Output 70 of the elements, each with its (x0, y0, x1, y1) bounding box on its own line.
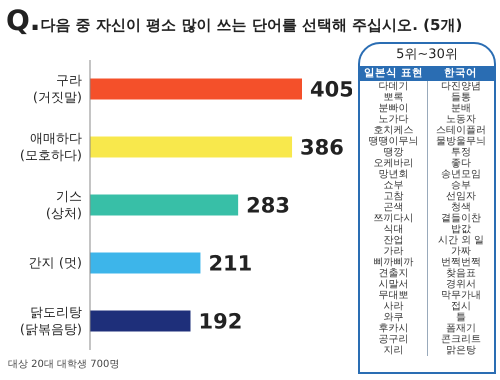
text: 다데기 (378, 81, 410, 92)
text: 뽀록 (382, 92, 404, 103)
bar (90, 194, 238, 216)
bar (90, 78, 302, 100)
text: 호치케스 (372, 125, 414, 136)
text: 청색 (427, 202, 494, 213)
text: 승부 (427, 180, 494, 191)
text: 노동자 (427, 114, 494, 125)
text: 땡깡 (382, 147, 404, 158)
text: 가짜 (427, 246, 494, 257)
text: 후카시 (378, 323, 410, 334)
data-label: 283 (246, 194, 290, 218)
text: 삐까삐까 (372, 257, 414, 268)
text: 식대 (382, 224, 404, 235)
text: 막무가내 (427, 290, 494, 301)
text: 노가다 (378, 114, 410, 125)
text: 번쩍번쩍 (427, 257, 494, 268)
text: 폼재기 (427, 323, 494, 334)
bar (90, 252, 200, 274)
text: 오케바리 (372, 158, 414, 169)
text: 맑은탕 (427, 345, 494, 356)
bar (90, 310, 191, 332)
text: 밥값 (427, 224, 494, 235)
text: 투정 (427, 147, 494, 158)
text: 견출지 (378, 268, 410, 279)
text: 땡땡이무늬 (368, 136, 420, 147)
text: 시간 외 일 (427, 235, 494, 246)
data-label: 386 (300, 136, 344, 160)
text: 쯔끼다시 (372, 213, 414, 224)
data-label: 211 (208, 252, 252, 276)
data-label: 192 (198, 310, 242, 334)
text: 잔업 (382, 235, 404, 246)
text: 지리 (382, 345, 404, 356)
text: 물방울무늬 (427, 136, 494, 147)
data-label: 405 (310, 78, 354, 102)
text: 선임자 (427, 191, 494, 202)
text: 와쿠 (382, 312, 404, 323)
text: 송년모임 (427, 169, 494, 180)
text: 좋다 (427, 158, 494, 169)
text: 가라 (382, 246, 404, 257)
text: 쇼부 (382, 180, 404, 191)
chart-title: Q.다음 중 자신이 평소 많이 쓰는 단어를 선택해 주십시오. (5개) (6, 4, 462, 37)
text: 고참 (382, 191, 404, 202)
text: 시말서 (378, 279, 410, 290)
category-label: 일본식 표현 (363, 66, 424, 81)
text: 곁들이찬 (427, 213, 494, 224)
text: 다진양념 (427, 81, 494, 92)
text: 곤색 (382, 202, 404, 213)
text: 분빠이 (378, 103, 410, 114)
text: 스테이플러 (427, 125, 494, 136)
text: 망년회 (378, 169, 410, 180)
text: 틀 (427, 312, 494, 323)
text: 5위~30위 (395, 46, 459, 64)
text: 들통 (427, 92, 494, 103)
y-tick-label: 구라 (거짓말) (32, 73, 82, 106)
text: 분배 (427, 103, 494, 114)
text: 사라 (382, 301, 404, 312)
text: 경위서 (427, 279, 494, 290)
text: 공구리 (378, 334, 410, 345)
bar (90, 136, 292, 158)
category-label: 한국어 (443, 66, 478, 81)
y-tick-label: 닭도리탕 (닭볶음탕) (20, 305, 82, 338)
text: 찾음표 (427, 268, 494, 279)
y-tick-label: 기스 (상처) (46, 189, 82, 222)
y-tick-label: 애매하다 (모호하다) (20, 131, 82, 164)
text: 콘크리트 (427, 334, 494, 345)
text: 접시 (427, 301, 494, 312)
y-tick-label: 간지 (멋) (28, 256, 82, 271)
text: 대상 20대 대학생 700명 (8, 358, 120, 371)
text: 무대뽀 (378, 290, 410, 301)
